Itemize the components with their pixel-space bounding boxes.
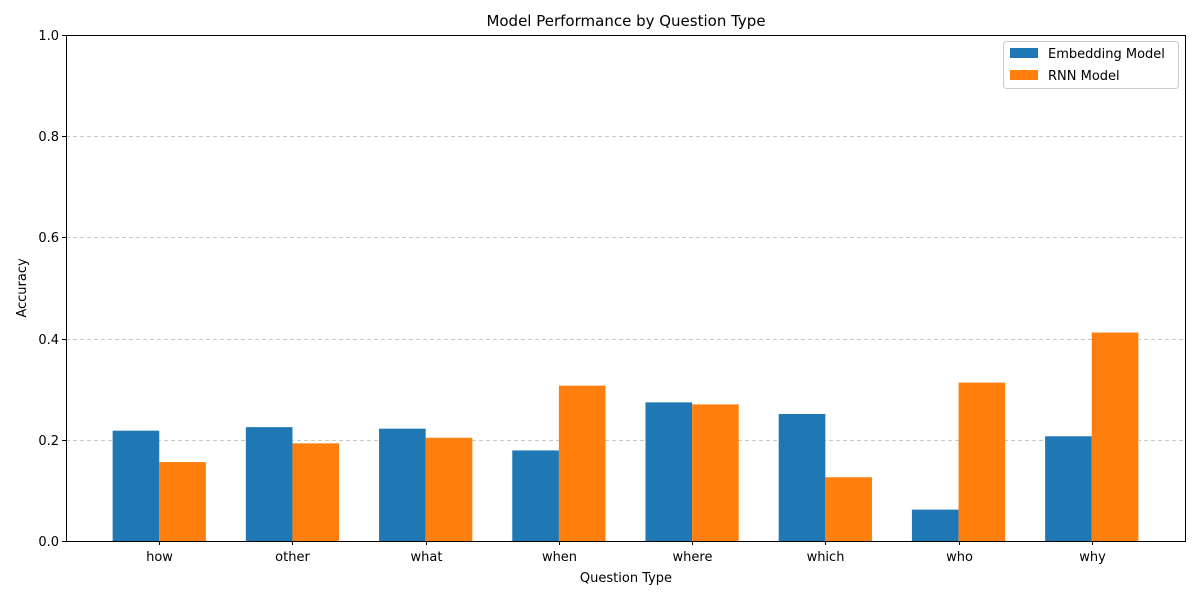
x-tick-label: where: [673, 550, 713, 565]
legend: Embedding Model RNN Model: [1003, 41, 1179, 89]
bar-rnn-model-who: [958, 382, 1006, 541]
x-axis-label: Question Type: [580, 571, 672, 586]
bar-rnn-model-when: [558, 385, 606, 541]
y-tick-label: 0.0: [38, 535, 59, 550]
grid-lines: [66, 136, 1185, 441]
bar-rnn-model-other: [292, 443, 340, 541]
y-tick-label: 0.2: [38, 434, 59, 449]
y-tick-label: 0.8: [38, 130, 59, 145]
bar-rnn-model-where: [692, 404, 739, 541]
bar-embedding-model-what: [379, 428, 426, 541]
bar-embedding-model-when: [512, 450, 559, 541]
y-axis-label: Accuracy: [15, 258, 30, 318]
bar-embedding-model-other: [245, 427, 293, 541]
bar-embedding-model-who: [911, 509, 959, 541]
bars: [112, 332, 1139, 541]
bar-rnn-model-why: [1091, 332, 1139, 541]
legend-label-rnn-model: RNN Model: [1048, 69, 1120, 84]
bar-embedding-model-which: [778, 413, 826, 541]
plot-frame: [66, 35, 1186, 542]
x-tick-label: other: [275, 550, 310, 565]
bar-rnn-model-what: [425, 437, 473, 541]
x-tick-label: what: [411, 550, 443, 565]
legend-label-embedding-model: Embedding Model: [1048, 47, 1165, 62]
x-tick-label: why: [1079, 550, 1106, 565]
x-tick-label: how: [146, 550, 173, 565]
y-tick-label: 0.6: [38, 231, 59, 246]
x-tick-label: when: [542, 550, 577, 565]
legend-frame: [1003, 41, 1179, 89]
bar-embedding-model-where: [645, 402, 693, 541]
y-tick-label: 1.0: [38, 29, 59, 44]
bar-rnn-model-which: [825, 477, 872, 541]
axes: [66, 35, 1186, 542]
x-axis-ticks: how other what when where which who why: [146, 541, 1106, 565]
y-axis-ticks: 0.0 0.2 0.4 0.6 0.8 1.0: [38, 29, 66, 550]
chart-title: Model Performance by Question Type: [486, 12, 765, 30]
bar-embedding-model-why: [1045, 436, 1092, 541]
x-tick-label: who: [946, 550, 973, 565]
legend-swatch-rnn-model: [1010, 70, 1038, 80]
x-tick-label: which: [807, 550, 845, 565]
legend-swatch-embedding-model: [1010, 48, 1038, 58]
y-tick-label: 0.4: [38, 333, 59, 348]
bar-embedding-model-how: [112, 430, 160, 541]
bar-rnn-model-how: [159, 462, 206, 541]
